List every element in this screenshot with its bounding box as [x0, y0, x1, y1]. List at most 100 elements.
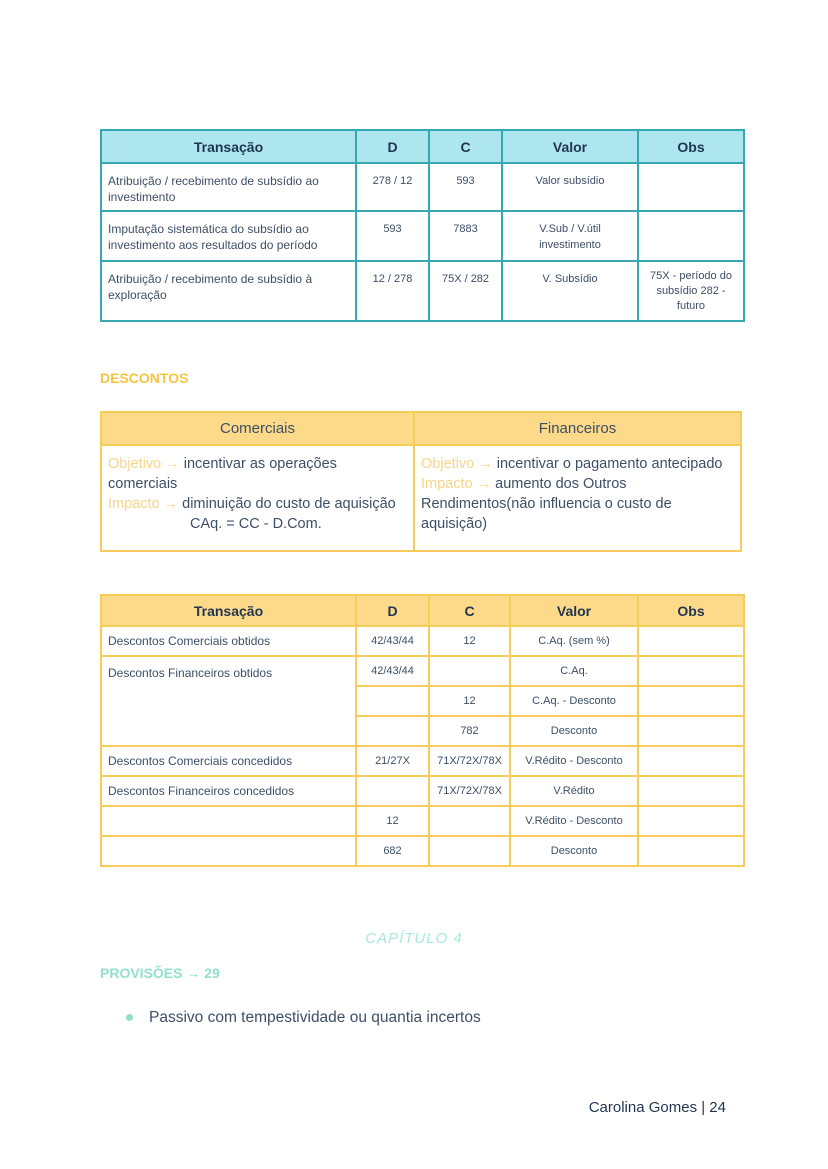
cell: C.Aq. (sem %)	[509, 625, 639, 657]
cell: Atribuição / recebimento de subsídio ao …	[100, 162, 357, 212]
cell: Valor subsídio	[501, 162, 639, 212]
header-cell: Transação	[100, 129, 357, 164]
list-item-text: Passivo com tempestividade ou quantia in…	[149, 1009, 481, 1026]
table-header-row: Transação D C Valor Obs	[100, 594, 745, 627]
cell: 75X - período do subsídio 282 - futuro	[637, 260, 745, 322]
cell	[355, 715, 430, 747]
cell: V.Rédito - Desconto	[509, 805, 639, 837]
comerciais-header: Comerciais	[100, 411, 415, 446]
cell	[637, 162, 745, 212]
cell: Descontos Financeiros concedidos	[100, 775, 357, 807]
cell: 12	[355, 805, 430, 837]
header-cell: Transação	[100, 594, 357, 627]
cell: 682	[355, 835, 430, 867]
table-row: 12 V.Rédito - Desconto	[100, 805, 745, 837]
cell: 782	[428, 715, 511, 747]
cell	[355, 775, 430, 807]
subsidios-table: Transação D C Valor Obs Atribuição / rec…	[100, 129, 745, 322]
descontos-table: Transação D C Valor Obs Descontos Comerc…	[100, 594, 745, 867]
header-cell: C	[428, 594, 511, 627]
financeiros-cell: Objetivo → incentivar o pagamento anteci…	[413, 444, 742, 552]
descontos-heading: DESCONTOS	[100, 370, 189, 386]
table-row: Descontos Comerciais obtidos 42/43/44 12…	[100, 625, 745, 657]
cell	[637, 685, 745, 717]
objetivo-label: Objetivo →	[421, 456, 493, 472]
cell: 42/43/44	[355, 625, 430, 657]
header-cell: Valor	[509, 594, 639, 627]
table-row: Imputação sistemática do subsídio ao inv…	[100, 210, 745, 262]
table-row: 12 C.Aq. - Desconto	[101, 685, 745, 717]
chapter-title: CAPÍTULO 4	[365, 930, 463, 947]
cell: V.Rédito	[509, 775, 639, 807]
cell: Descontos Financeiros obtidos	[100, 655, 357, 747]
provisoes-heading: PROVISÕES → 29	[100, 965, 220, 981]
cell	[637, 210, 745, 262]
cell: 593	[355, 210, 430, 262]
header-cell: D	[355, 129, 430, 164]
cell: Desconto	[509, 715, 639, 747]
impacto-text: aumento dos Outros Rendimentos(não influ…	[421, 476, 672, 532]
header-cell: D	[355, 594, 430, 627]
table-row: 682 Desconto	[100, 835, 745, 867]
cell: C.Aq.	[509, 655, 639, 687]
list-item: Passivo com tempestividade ou quantia in…	[126, 1009, 481, 1027]
cell: V.Rédito - Desconto	[509, 745, 639, 777]
cell: 75X / 282	[428, 260, 503, 322]
cell: 71X/72X/78X	[428, 745, 511, 777]
cell	[637, 835, 745, 867]
header-cell: Valor	[501, 129, 639, 164]
comerciais-cell: Objetivo → incentivar as operações comer…	[100, 444, 415, 552]
cell	[637, 775, 745, 807]
table-row: 782 Desconto	[101, 715, 745, 747]
header-cell: C	[428, 129, 503, 164]
cell: V. Subsídio	[501, 260, 639, 322]
cell	[428, 835, 511, 867]
descontos-comparison-table: Comerciais Financeiros Objetivo → incent…	[100, 411, 742, 552]
cell: 71X/72X/78X	[428, 775, 511, 807]
table-header-row: Transação D C Valor Obs	[100, 129, 745, 164]
impacto-label: Impacto →	[108, 496, 179, 512]
table-row: Atribuição / recebimento de subsídio à e…	[100, 260, 745, 322]
cell: 278 / 12	[355, 162, 430, 212]
cell: 42/43/44	[355, 655, 430, 687]
cell	[355, 685, 430, 717]
cell	[637, 655, 745, 687]
cell: Atribuição / recebimento de subsídio à e…	[100, 260, 357, 322]
impacto-label: Impacto →	[421, 476, 492, 492]
formula: CAq. = CC - D.Com.	[190, 516, 322, 532]
objetivo-text: incentivar as operações comerciais	[108, 456, 337, 492]
header-cell: Obs	[637, 594, 745, 627]
cell: Descontos Comerciais obtidos	[100, 625, 357, 657]
cell: 7883	[428, 210, 503, 262]
cell	[100, 835, 357, 867]
cell	[637, 805, 745, 837]
cell	[428, 655, 511, 687]
cell: Imputação sistemática do subsídio ao inv…	[100, 210, 357, 262]
cell: Desconto	[509, 835, 639, 867]
impacto-text: diminuição do custo de aquisição	[178, 496, 396, 512]
cell: 12 / 278	[355, 260, 430, 322]
cell	[100, 805, 357, 837]
table-row: Descontos Comerciais concedidos 21/27X 7…	[100, 745, 745, 777]
table-row: Descontos Financeiros obtidos 42/43/44 C…	[100, 655, 745, 747]
financeiros-header: Financeiros	[413, 411, 742, 446]
page-footer: Carolina Gomes | 24	[588, 1099, 726, 1116]
cell: C.Aq. - Desconto	[509, 685, 639, 717]
bullet-icon	[126, 1014, 133, 1022]
cell: V.Sub / V.útil investimento	[501, 210, 639, 262]
table-row: Atribuição / recebimento de subsídio ao …	[100, 162, 745, 212]
cell: 12	[428, 685, 511, 717]
cell	[428, 805, 511, 837]
table-header-row: Comerciais Financeiros	[100, 411, 742, 446]
objetivo-label: Objetivo →	[108, 456, 180, 472]
cell: 21/27X	[355, 745, 430, 777]
table-row: Objetivo → incentivar as operações comer…	[100, 444, 742, 552]
cell: 12	[428, 625, 511, 657]
cell	[637, 715, 745, 747]
header-cell: Obs	[637, 129, 745, 164]
cell	[637, 625, 745, 657]
objetivo-text: incentivar o pagamento antecipado	[492, 456, 723, 472]
cell: Descontos Comerciais concedidos	[100, 745, 357, 777]
cell: 593	[428, 162, 503, 212]
